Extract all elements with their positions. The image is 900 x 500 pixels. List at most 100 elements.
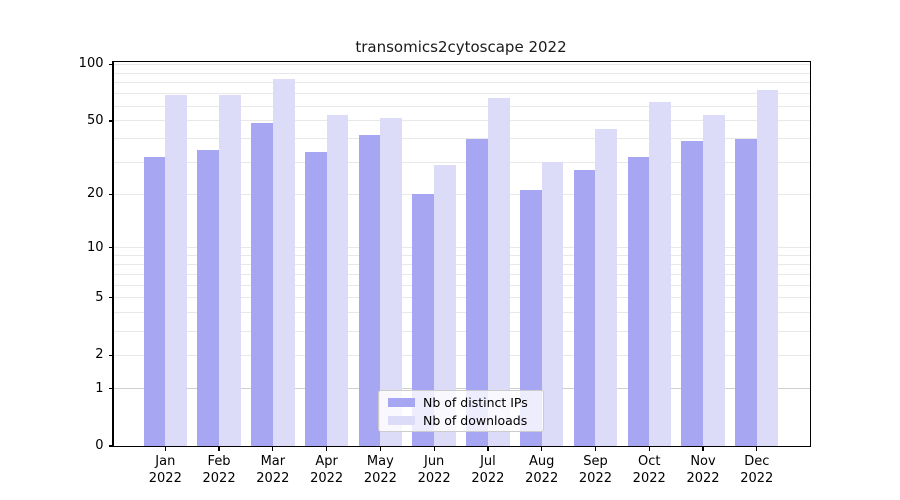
- ips-color-swatch: [388, 397, 415, 407]
- gridline-60: [113, 105, 810, 107]
- x-tick-nov: [702, 447, 704, 451]
- y-tick-label-1: 1: [95, 380, 104, 396]
- legend-item-distinct-ips: Nb of distinct IPs: [379, 393, 543, 411]
- x-tick-year: 2022: [632, 471, 666, 486]
- bar-downloads-nov: [703, 114, 725, 446]
- y-tick-label-100: 100: [78, 56, 104, 72]
- x-tick-year: 2022: [417, 471, 451, 486]
- x-tick-label-mar: Mar 2022: [243, 453, 303, 487]
- x-tick-label-jan: Jan 2022: [135, 453, 195, 487]
- x-tick-year: 2022: [740, 471, 774, 486]
- x-axis-spine: [112, 446, 811, 448]
- x-tick-month: Aug: [528, 454, 555, 469]
- x-tick-month: Oct: [637, 454, 661, 469]
- y-tick-0: [108, 445, 113, 447]
- bar-distinct-ips-dec: [735, 138, 757, 446]
- bar-distinct-ips-mar: [251, 122, 273, 446]
- gridline-1: [113, 388, 810, 390]
- bar-distinct-ips-jan: [143, 156, 166, 446]
- y-tick-10: [108, 247, 113, 249]
- x-tick-month: Sep: [583, 454, 608, 469]
- bar-distinct-ips-nov: [681, 141, 703, 446]
- gridline-40: [113, 138, 810, 140]
- gridline-3: [113, 330, 810, 332]
- x-tick-label-jun: Jun 2022: [404, 453, 464, 487]
- y-tick-label-10: 10: [86, 239, 104, 255]
- x-tick-label-aug: Aug 2022: [512, 453, 572, 487]
- x-tick-jun: [433, 447, 435, 451]
- bar-downloads-jul: [487, 98, 510, 446]
- x-tick-month: Dec: [744, 454, 770, 469]
- y-tick-label-2: 2: [95, 347, 104, 363]
- gridline-6: [113, 284, 810, 286]
- x-tick-year: 2022: [202, 471, 236, 486]
- gridline-100: [113, 63, 810, 65]
- x-tick-month: Jul: [480, 454, 496, 469]
- bar-downloads-jan: [165, 94, 187, 446]
- legend-item-downloads: Nb of downloads: [379, 411, 543, 429]
- x-tick-year: 2022: [148, 471, 182, 486]
- y-tick-5: [108, 297, 113, 299]
- bar-downloads-may: [380, 117, 403, 446]
- x-tick-jan: [164, 447, 166, 451]
- gridline-7: [113, 273, 810, 275]
- gridline-90: [113, 72, 810, 74]
- bar-distinct-ips-apr: [304, 152, 327, 446]
- bar-downloads-sep: [595, 129, 618, 446]
- gridline-8: [113, 263, 810, 265]
- y-tick-label-20: 20: [86, 186, 104, 202]
- y-tick-2: [108, 354, 113, 356]
- gridline-4: [113, 312, 810, 314]
- x-tick-oct: [648, 447, 650, 451]
- x-tick-dec: [756, 447, 758, 451]
- x-tick-year: 2022: [686, 471, 720, 486]
- x-tick-month: Jan: [155, 454, 176, 469]
- x-tick-month: Apr: [315, 454, 338, 469]
- x-tick-year: 2022: [363, 471, 397, 486]
- x-tick-label-dec: Dec 2022: [727, 453, 787, 487]
- legend-label-distinct-ips: Nb of distinct IPs: [423, 394, 528, 410]
- bar-downloads-jun: [434, 164, 456, 446]
- bar-distinct-ips-feb: [197, 149, 220, 446]
- y-tick-1: [108, 388, 113, 390]
- gridline-30: [113, 161, 810, 163]
- x-tick-month: Mar: [260, 454, 286, 469]
- x-tick-label-nov: Nov 2022: [673, 453, 733, 487]
- bar-downloads-apr: [326, 114, 349, 446]
- x-tick-label-jul: Jul 2022: [458, 453, 518, 487]
- x-tick-month: Feb: [207, 454, 231, 469]
- bar-downloads-feb: [219, 94, 241, 446]
- right-spine: [809, 61, 811, 447]
- bar-distinct-ips-sep: [573, 170, 596, 446]
- bar-downloads-mar: [272, 78, 295, 446]
- bar-distinct-ips-aug: [519, 190, 542, 446]
- x-tick-label-oct: Oct 2022: [619, 453, 679, 487]
- x-tick-jul: [487, 447, 489, 451]
- gridline-2: [113, 354, 810, 356]
- y-tick-label-50: 50: [86, 112, 104, 128]
- gridline-20: [113, 193, 810, 195]
- chart-title: transomics2cytoscape 2022: [355, 38, 567, 56]
- gridline-9: [113, 255, 810, 257]
- y-tick-label-5: 5: [95, 289, 104, 305]
- x-tick-label-apr: Apr 2022: [297, 453, 357, 487]
- x-tick-mar: [272, 447, 274, 451]
- x-tick-may: [379, 447, 381, 451]
- x-tick-sep: [594, 447, 597, 451]
- y-tick-50: [108, 120, 113, 122]
- legend-label-downloads: Nb of downloads: [423, 412, 528, 428]
- bar-downloads-aug: [541, 162, 564, 446]
- bar-downloads-oct: [649, 102, 671, 446]
- x-tick-feb: [218, 447, 220, 451]
- x-tick-year: 2022: [578, 471, 612, 486]
- gridline-70: [113, 93, 810, 95]
- x-tick-label-may: May 2022: [350, 453, 410, 487]
- y-tick-100: [108, 63, 113, 65]
- y-tick-20: [108, 193, 113, 195]
- y-axis-spine: [112, 61, 114, 447]
- x-tick-year: 2022: [256, 471, 290, 486]
- x-tick-aug: [541, 447, 543, 451]
- gridline-5: [113, 297, 810, 299]
- x-tick-month: Nov: [690, 454, 716, 469]
